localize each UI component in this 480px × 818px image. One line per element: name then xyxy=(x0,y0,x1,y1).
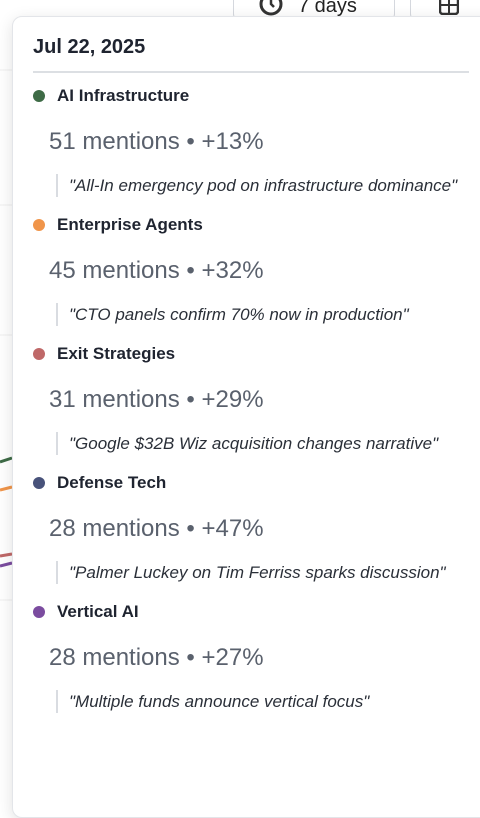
series-dot xyxy=(33,90,45,102)
series-item: AI Infrastructure 51 mentions • +13% "All-… xyxy=(13,84,480,213)
line-fragment xyxy=(0,456,13,464)
series-item: Enterprise Agents 45 mentions • +32% "CTO … xyxy=(13,213,480,342)
range-label: 7 days xyxy=(298,0,357,17)
divider xyxy=(33,71,469,73)
series-dot xyxy=(33,606,45,618)
series-name: Vertical AI xyxy=(13,600,480,624)
tooltip: Jul 22, 2025 AI Infrastructure 51 mention… xyxy=(12,16,480,818)
series-item: Exit Strategies 31 mentions • +29% "Google… xyxy=(13,342,480,471)
grid-icon xyxy=(439,0,459,15)
series-dot xyxy=(33,348,45,360)
tooltip-date: Jul 22, 2025 xyxy=(33,36,146,58)
line-fragment xyxy=(0,561,13,568)
line-fragment xyxy=(0,552,13,558)
series-quote: "CTO panels confirm 70% now in productio… xyxy=(56,302,459,326)
series-stats: 28 mentions • +47% xyxy=(49,515,264,542)
tooltip-items: AI Infrastructure 51 mentions • +13% "All-… xyxy=(13,84,480,729)
series-stats: 51 mentions • +13% xyxy=(49,128,264,155)
series-stats: 45 mentions • +32% xyxy=(49,257,264,284)
series-name: Enterprise Agents xyxy=(13,213,480,237)
series-item: Vertical AI 28 mentions • +27% "Multiple f… xyxy=(13,600,480,729)
series-stats: 31 mentions • +29% xyxy=(49,386,264,413)
series-name: AI Infrastructure xyxy=(13,84,480,108)
series-dot xyxy=(33,477,45,489)
background-chart xyxy=(0,69,13,601)
series-quote: "All-In emergency pod on infrastructure … xyxy=(56,173,459,197)
series-name: Exit Strategies xyxy=(13,342,480,366)
series-item: Defense Tech 28 mentions • +47% "Palmer Lu… xyxy=(13,471,480,600)
series-stats: 28 mentions • +27% xyxy=(49,644,264,671)
series-dot xyxy=(33,219,45,231)
line-fragment xyxy=(0,485,13,492)
series-name: Defense Tech xyxy=(13,471,480,495)
clock-icon xyxy=(259,0,283,16)
series-quote: "Palmer Luckey on Tim Ferriss sparks dis… xyxy=(56,560,459,584)
series-quote: "Google $32B Wiz acquisition changes nar… xyxy=(56,431,459,455)
series-quote: "Multiple funds announce vertical focus" xyxy=(56,689,459,713)
